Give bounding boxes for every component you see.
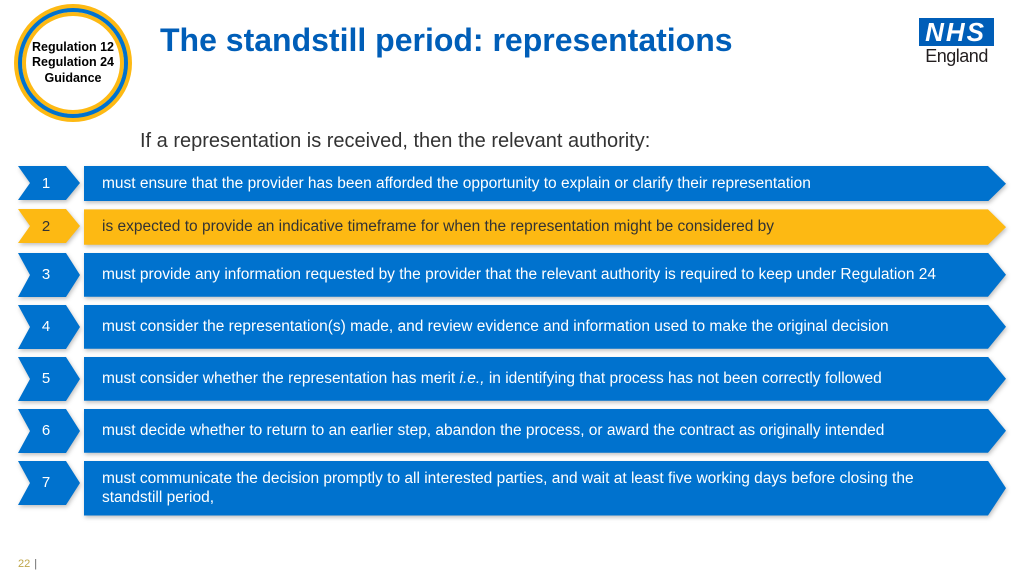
step-text: must consider the representation(s) made… <box>102 317 889 336</box>
step-number-chip: 3 <box>18 253 80 297</box>
steps-list: 1 must ensure that the provider has been … <box>18 166 1006 516</box>
step-row: 3 must provide any information requested … <box>18 253 1006 297</box>
step-text-bar: must consider the representation(s) made… <box>84 305 1006 349</box>
nhs-logo-box: NHS <box>919 18 994 46</box>
step-text: must consider whether the representation… <box>102 369 882 388</box>
step-text-bar: must provide any information requested b… <box>84 253 1006 297</box>
nhs-england-logo: NHS England <box>919 18 994 67</box>
step-number-chip: 5 <box>18 357 80 401</box>
step-row: 5 must consider whether the representatio… <box>18 357 1006 401</box>
badge-line: Guidance <box>45 71 102 87</box>
step-text-bar: must communicate the decision promptly t… <box>84 461 1006 516</box>
step-text: must provide any information requested b… <box>102 265 936 284</box>
step-text: is expected to provide an indicative tim… <box>102 217 774 236</box>
step-text-bar: is expected to provide an indicative tim… <box>84 209 1006 244</box>
step-number-chip: 6 <box>18 409 80 453</box>
page-number: 22| <box>18 558 37 570</box>
badge-line: Regulation 12 <box>32 40 114 56</box>
slide-subtitle: If a representation is received, then th… <box>140 130 650 153</box>
step-text-bar: must ensure that the provider has been a… <box>84 166 1006 201</box>
nhs-logo-subtext: England <box>919 46 994 67</box>
step-number-chip: 4 <box>18 305 80 349</box>
step-text-bar: must consider whether the representation… <box>84 357 1006 401</box>
step-text-bar: must decide whether to return to an earl… <box>84 409 1006 453</box>
step-number-chip: 1 <box>18 166 80 200</box>
step-number-chip: 2 <box>18 209 80 243</box>
step-text: must communicate the decision promptly t… <box>102 469 978 508</box>
step-row: 4 must consider the representation(s) mad… <box>18 305 1006 349</box>
step-text: must ensure that the provider has been a… <box>102 174 811 193</box>
step-number-chip: 7 <box>18 461 80 505</box>
step-text: must decide whether to return to an earl… <box>102 421 884 440</box>
badge-line: Regulation 24 <box>32 55 114 71</box>
step-row: 1 must ensure that the provider has been … <box>18 166 1006 201</box>
step-row: 7 must communicate the decision promptly … <box>18 461 1006 516</box>
slide-title: The standstill period: representations <box>160 22 733 59</box>
step-row: 2 is expected to provide an indicative ti… <box>18 209 1006 244</box>
step-row: 6 must decide whether to return to an ear… <box>18 409 1006 453</box>
regulation-badge: Regulation 12 Regulation 24 Guidance <box>18 8 128 118</box>
